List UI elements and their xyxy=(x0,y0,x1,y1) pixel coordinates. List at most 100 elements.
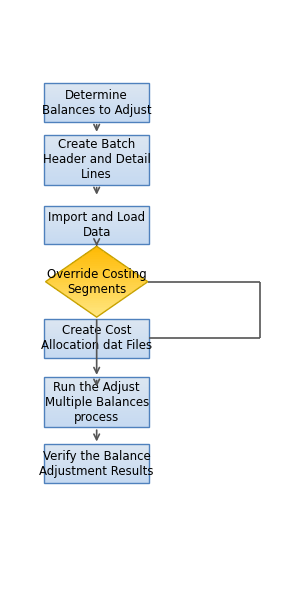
Bar xyxy=(44,145,149,146)
Polygon shape xyxy=(62,292,131,294)
Polygon shape xyxy=(85,254,108,255)
Bar xyxy=(44,107,149,108)
Polygon shape xyxy=(77,258,116,260)
Polygon shape xyxy=(60,290,134,292)
Bar xyxy=(44,411,149,412)
Bar xyxy=(44,320,149,321)
Polygon shape xyxy=(88,252,106,254)
Bar xyxy=(44,156,149,157)
Bar xyxy=(44,225,149,226)
Bar xyxy=(44,213,149,214)
Bar xyxy=(44,139,149,140)
Bar xyxy=(44,216,149,217)
Polygon shape xyxy=(72,300,121,301)
Bar xyxy=(44,117,149,118)
Text: Determine
Balances to Adjust: Determine Balances to Adjust xyxy=(42,88,151,117)
Bar xyxy=(44,116,149,117)
Polygon shape xyxy=(60,271,134,273)
Bar xyxy=(44,425,149,426)
Bar xyxy=(44,473,149,475)
Bar xyxy=(44,322,149,323)
Polygon shape xyxy=(75,260,119,262)
Polygon shape xyxy=(83,255,111,257)
Polygon shape xyxy=(88,310,106,312)
Bar xyxy=(44,93,149,94)
Bar xyxy=(44,168,149,169)
Bar xyxy=(44,422,149,424)
Bar xyxy=(44,217,149,218)
Bar xyxy=(44,390,149,391)
Bar xyxy=(44,470,149,472)
Bar xyxy=(44,221,149,222)
Bar xyxy=(44,140,149,141)
Bar xyxy=(44,184,149,185)
Text: Import and Load
Data: Import and Load Data xyxy=(48,211,145,239)
Bar xyxy=(44,163,149,165)
Bar xyxy=(44,403,149,405)
Bar xyxy=(44,146,149,147)
Bar xyxy=(44,468,149,470)
Bar xyxy=(44,426,149,427)
Bar xyxy=(44,406,149,407)
Bar xyxy=(44,230,149,231)
Bar xyxy=(44,450,149,451)
Bar xyxy=(44,149,149,150)
Bar xyxy=(44,226,149,227)
Bar xyxy=(44,83,149,84)
Bar xyxy=(44,378,149,427)
Bar xyxy=(44,206,149,244)
Polygon shape xyxy=(54,274,139,276)
Polygon shape xyxy=(57,273,136,274)
Bar xyxy=(44,354,149,355)
Bar xyxy=(44,459,149,460)
Bar xyxy=(44,445,149,446)
Bar xyxy=(44,85,149,86)
Bar xyxy=(44,408,149,410)
Bar xyxy=(44,171,149,172)
Polygon shape xyxy=(49,278,144,280)
Bar xyxy=(44,114,149,115)
Bar xyxy=(44,144,149,145)
Bar xyxy=(44,138,149,139)
Bar xyxy=(44,119,149,120)
Polygon shape xyxy=(62,270,131,271)
Bar xyxy=(44,446,149,447)
Bar xyxy=(44,465,149,467)
Bar xyxy=(44,181,149,182)
Bar xyxy=(44,218,149,219)
Bar xyxy=(44,115,149,116)
Polygon shape xyxy=(70,298,123,300)
Bar xyxy=(44,89,149,90)
Bar xyxy=(44,121,149,122)
Polygon shape xyxy=(70,264,123,266)
Polygon shape xyxy=(67,266,126,268)
Bar xyxy=(44,228,149,229)
Bar xyxy=(44,161,149,162)
Bar xyxy=(44,326,149,327)
Bar xyxy=(44,173,149,174)
Bar xyxy=(44,356,149,357)
Bar xyxy=(44,380,149,381)
Bar xyxy=(44,331,149,332)
Bar xyxy=(44,454,149,455)
Bar xyxy=(44,452,149,453)
Bar xyxy=(44,167,149,168)
Bar xyxy=(44,384,149,385)
Bar xyxy=(44,445,149,483)
Bar xyxy=(44,154,149,155)
Bar xyxy=(44,88,149,89)
Bar xyxy=(44,481,149,482)
Text: Override Costing
Segments: Override Costing Segments xyxy=(47,268,146,296)
Bar xyxy=(44,463,149,464)
Polygon shape xyxy=(93,314,100,316)
Bar xyxy=(44,223,149,224)
Polygon shape xyxy=(80,305,113,306)
Bar xyxy=(44,243,149,244)
Bar xyxy=(44,135,149,185)
Text: Verify the Balance
Adjustment Results: Verify the Balance Adjustment Results xyxy=(39,449,154,478)
Bar xyxy=(44,166,149,167)
Bar xyxy=(44,83,149,122)
Bar xyxy=(44,395,149,396)
Bar xyxy=(44,344,149,345)
Bar xyxy=(44,476,149,477)
